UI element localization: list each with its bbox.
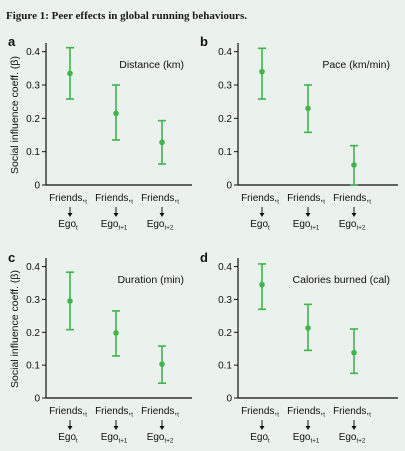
data-point <box>67 298 73 304</box>
data-point <box>351 162 357 168</box>
x-tick-label-bottom: Egot+1 <box>101 219 128 232</box>
y-tick-label: 0.2 <box>218 114 232 125</box>
data-point <box>259 281 265 288</box>
y-axis-label: Social influence coeff. (β) <box>9 270 21 388</box>
x-tick-arrowhead <box>259 426 265 430</box>
x-tick-label-bottom: Egot <box>58 219 78 232</box>
y-tick-label: 0.3 <box>218 81 232 92</box>
y-tick-label: 0.2 <box>26 114 40 125</box>
y-tick-label: 0 <box>34 181 40 192</box>
x-tick-arrowhead <box>305 213 311 217</box>
x-tick-label-bottom: Egot <box>250 432 270 445</box>
x-tick-label-bottom: Egot+1 <box>101 432 128 445</box>
y-tick-label: 0 <box>34 394 40 405</box>
y-tick-label: 0.2 <box>218 328 232 339</box>
x-tick-label-top: Friends,t <box>333 193 371 206</box>
x-tick-label-top: Friends,t <box>141 406 179 419</box>
x-tick-label-bottom: Egot+2 <box>339 432 366 445</box>
chart-panel-b: b 0 0.1 0.2 0.3 0.4 Pace (km/min) Friends,t Egot… <box>200 34 398 232</box>
data-point <box>113 330 119 336</box>
y-tick-label: 0.4 <box>218 47 232 58</box>
y-tick-label: 0.2 <box>26 328 40 339</box>
x-tick-arrowhead <box>67 426 73 430</box>
y-tick-label: 0.1 <box>218 147 232 158</box>
x-tick-arrowhead <box>305 426 311 430</box>
x-tick-label-bottom: Egot+2 <box>147 432 174 445</box>
y-tick-label: 0 <box>226 394 232 405</box>
data-point <box>159 139 165 146</box>
x-tick-label-top: Friends,t <box>287 406 325 419</box>
y-tick-label: 0.3 <box>26 295 40 306</box>
y-tick-label: 0 <box>226 181 232 192</box>
x-tick-label-bottom: Egot+1 <box>293 219 320 232</box>
x-tick-label-top: Friends,t <box>287 193 325 206</box>
x-tick-label-bottom: Egot <box>250 219 270 232</box>
y-tick-label: 0.1 <box>218 361 232 372</box>
chart-title: Calories burned (cal) <box>293 274 390 286</box>
x-tick-label-bottom: Egot+2 <box>147 219 174 232</box>
x-tick-label-top: Friends,t <box>49 406 87 419</box>
x-tick-label-bottom: Egot+1 <box>293 432 320 445</box>
x-tick-label-bottom: Egot <box>58 432 78 445</box>
y-tick-label: 0.4 <box>26 47 40 58</box>
data-point <box>67 70 73 77</box>
x-tick-label-top: Friends,t <box>141 193 179 206</box>
x-tick-arrowhead <box>159 426 165 430</box>
x-tick-label-top: Friends,t <box>333 406 371 419</box>
x-tick-label-top: Friends,t <box>241 193 279 206</box>
data-point <box>351 349 357 356</box>
chart-title: Duration (min) <box>117 274 184 286</box>
panel-letter: a <box>8 34 16 49</box>
y-tick-label: 0.1 <box>26 361 40 372</box>
x-tick-arrowhead <box>113 213 119 217</box>
chart-panel-c: c 0 0.1 0.2 0.3 0.4 Duration (min) Social influ… <box>8 250 192 445</box>
data-point <box>259 68 265 75</box>
y-axis-label: Social influence coeff. (β) <box>9 56 21 174</box>
chart-title: Pace (km/min) <box>322 59 390 71</box>
panel-letter: b <box>200 34 208 49</box>
chart-panel-d: d 0 0.1 0.2 0.3 0.4 Calories burned (cal) Frien… <box>200 250 398 445</box>
y-tick-label: 0.1 <box>26 147 40 158</box>
data-point <box>113 110 119 117</box>
x-tick-arrowhead <box>351 213 357 217</box>
y-tick-label: 0.4 <box>218 262 232 273</box>
chart-panel-a: a 0 0.1 0.2 0.3 0.4 Distance (km) Social influe… <box>8 34 192 232</box>
x-tick-arrowhead <box>351 426 357 430</box>
x-tick-label-top: Friends,t <box>95 406 133 419</box>
y-tick-label: 0.3 <box>218 295 232 306</box>
y-tick-label: 0.3 <box>26 81 40 92</box>
data-point <box>159 361 165 367</box>
x-tick-label-top: Friends,t <box>241 406 279 419</box>
x-tick-arrowhead <box>259 213 265 217</box>
x-tick-arrowhead <box>159 213 165 217</box>
data-point <box>305 105 311 112</box>
x-tick-arrowhead <box>113 426 119 430</box>
panel-letter: d <box>200 250 208 265</box>
x-tick-label-top: Friends,t <box>49 193 87 206</box>
data-point <box>305 325 311 331</box>
x-tick-label-bottom: Egot+2 <box>339 219 366 232</box>
figure-title: Figure 1: Peer effects in global running… <box>6 10 247 22</box>
panel-letter: c <box>8 250 15 265</box>
x-tick-label-top: Friends,t <box>95 193 133 206</box>
chart-title: Distance (km) <box>119 59 184 71</box>
y-tick-label: 0.4 <box>26 262 40 273</box>
x-tick-arrowhead <box>67 213 73 217</box>
